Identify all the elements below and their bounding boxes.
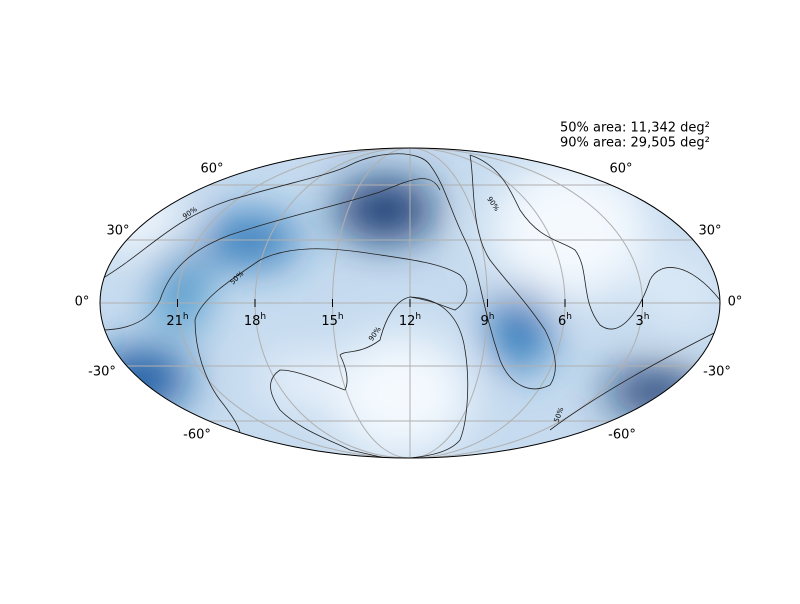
ra-ticks [177,299,643,307]
ra-unit: h [183,312,189,322]
ra-unit: h [338,312,344,322]
ra-label: 18h [244,312,266,329]
ra-label: 9h [481,312,495,329]
map-frame [99,147,721,459]
ra-unit: h [566,312,572,322]
ra-hour: 6 [558,314,566,329]
ra-hour: 9 [481,314,489,329]
ra-labels: 21h 18h 15h 12h 9h 6h 3h [166,312,649,329]
lat-label-right: 60° [609,162,632,177]
ra-hour: 21 [166,314,183,329]
ra-hour: 12 [399,314,416,329]
contours [100,153,720,458]
area-annotation: 50% area: 11,342 deg² [560,121,710,136]
ra-unit: h [415,312,421,322]
lat-label-left: -60° [183,428,211,443]
area-annotation: 90% area: 29,505 deg² [560,136,710,151]
ra-label: 15h [321,312,343,329]
lat-label-left: 30° [106,224,129,239]
lat-label-right: 30° [698,224,721,239]
lat-label-right: 0° [728,295,743,310]
ra-unit: h [489,312,495,322]
lat-label-right: -60° [608,428,636,443]
ra-label: 12h [399,312,421,329]
ra-hour: 3 [636,314,644,329]
lat-label-left: 60° [200,162,223,177]
lat-label-left: 0° [75,295,90,310]
ra-unit: h [260,312,266,322]
ra-hour: 15 [321,314,338,329]
ra-label: 6h [558,312,572,329]
ra-unit: h [644,312,650,322]
ra-label: 3h [636,312,650,329]
lat-label-left: -30° [88,365,116,380]
lat-labels: 60° 30° 0° -30° -60° 60° 30° 0° -30° -60° [75,162,743,443]
lat-label-right: -30° [703,365,731,380]
ra-label: 21h [166,312,188,329]
ra-hour: 18 [244,314,261,329]
